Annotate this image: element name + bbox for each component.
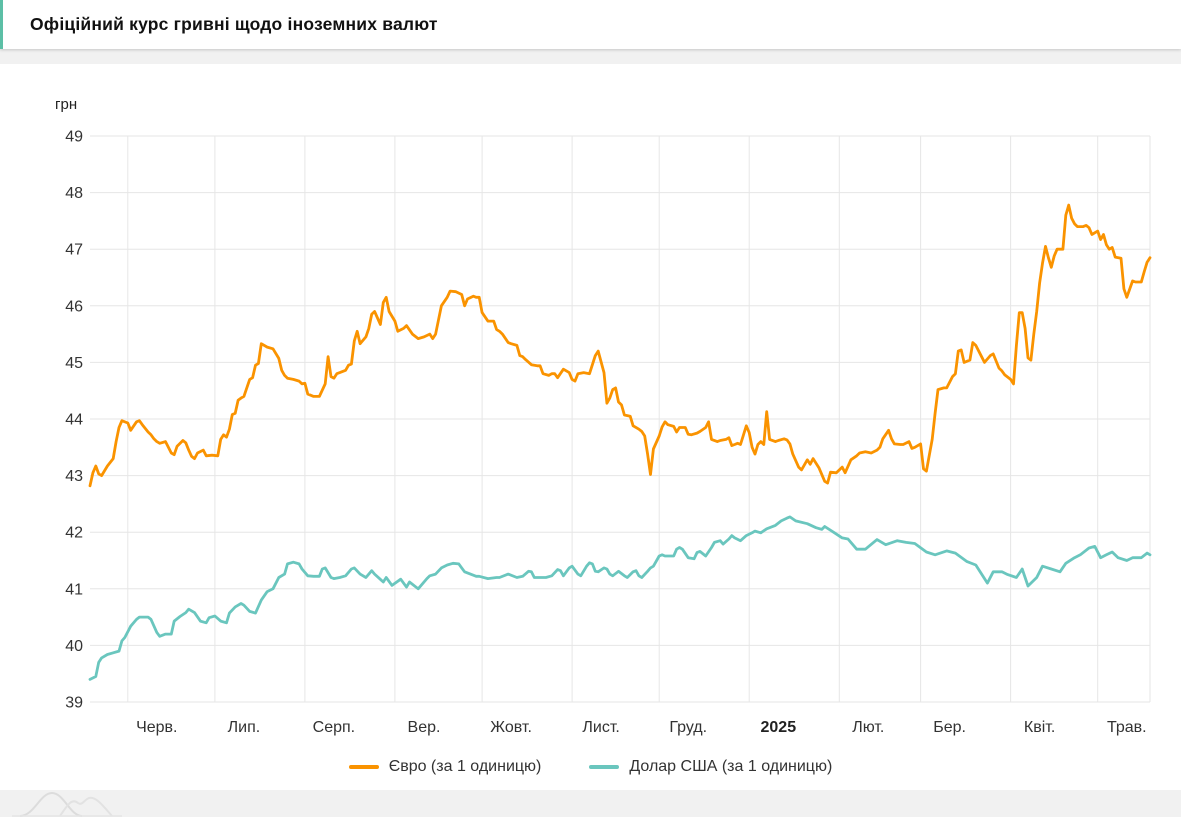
y-axis-tick-label: 44 [65,412,83,429]
x-axis-month-label: Трав. [1107,719,1147,736]
exchange-rate-chart-card: 49 48 47 46 45 44 43 42 41 40 39 Черв. Лип. Серп. Вер.… [0,64,1181,790]
usd-line-swatch-icon [589,765,620,769]
y-axis-unit-label: грн [55,96,77,113]
y-axis-tick-label: 49 [65,129,83,146]
legend-item-euro[interactable]: Євро (за 1 одиницю) [348,758,542,776]
x-axis-month-label: 2025 [761,719,797,736]
x-axis-month-label: Серп. [313,719,355,736]
legend-item-usd[interactable]: Долар США (за 1 одиницю) [589,758,832,776]
x-axis-month-label: Груд. [669,719,707,736]
divider-strip [0,49,1181,64]
y-axis-tick-label: 39 [65,695,83,712]
legend-label-euro: Євро (за 1 одиницю) [388,758,542,775]
page-title: Офіційний курс гривні щодо іноземних вал… [30,14,438,34]
x-axis-month-label: Бер. [933,719,966,736]
y-axis-tick-label: 48 [65,185,83,202]
legend-label-usd: Долар США (за 1 одиницю) [629,758,833,775]
x-axis-month-label: Жовт. [490,719,532,736]
x-axis-month-label: Лют. [852,719,884,736]
euro-line-swatch-icon [348,765,379,769]
y-axis-tick-label: 40 [65,638,83,655]
x-axis-month-label: Черв. [136,719,177,736]
y-axis-tick-label: 43 [65,468,83,485]
y-axis-tick-label: 45 [65,355,83,372]
x-axis-month-label: Квіт. [1024,719,1055,736]
footer-strip [0,790,1181,817]
y-axis-tick-label: 46 [65,298,83,315]
title-bar: Офіційний курс гривні щодо іноземних вал… [0,0,1181,49]
mountains-watermark-icon [12,791,122,817]
chart-legend: Євро (за 1 одиницю) Долар США (за 1 один… [0,744,1181,790]
y-axis-tick-label: 42 [65,525,83,542]
x-axis-month-label: Лист. [582,719,619,736]
x-axis-month-label: Лип. [228,719,261,736]
x-axis-month-label: Вер. [408,719,441,736]
usd-rate-line[interactable] [88,515,1152,681]
y-axis-tick-label: 41 [65,581,83,598]
y-axis-tick-label: 47 [65,242,83,259]
exchange-rate-line-chart[interactable]: 49 48 47 46 45 44 43 42 41 40 39 Черв. Лип. Серп. Вер.… [0,64,1181,744]
euro-rate-line[interactable] [88,203,1152,488]
